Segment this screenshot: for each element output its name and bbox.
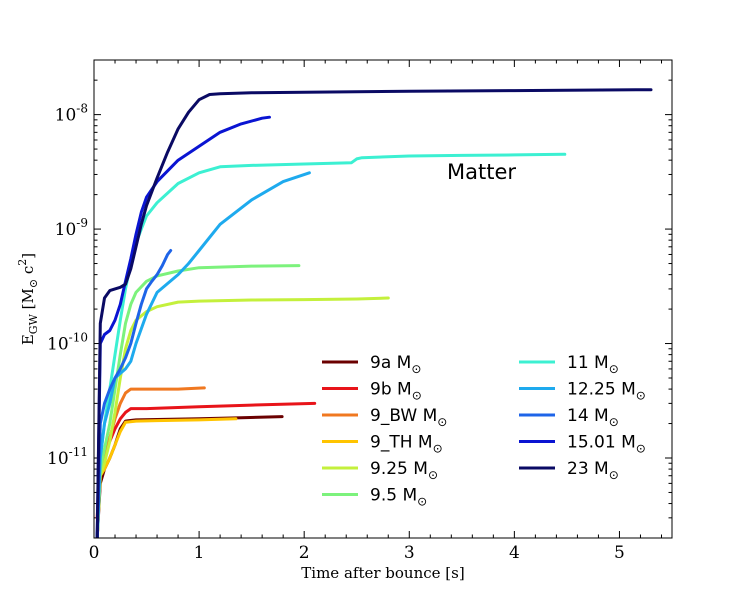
- y-axis-label-text: EGW [M⊙ c2]: [16, 253, 40, 345]
- ticks-layer: [93, 60, 672, 538]
- legend-entry-9-5: 9.5 M⊙: [322, 486, 427, 509]
- series-layer: [95, 88, 653, 538]
- legend-label: 9.25 M⊙: [370, 459, 438, 482]
- plot-frame: [93, 59, 673, 539]
- series-line-23: [95, 88, 653, 538]
- x-tick-label: 2: [299, 543, 310, 563]
- series-line-9-5: [95, 264, 301, 538]
- series-line-15-01: [95, 115, 271, 538]
- legend-entry-9-25: 9.25 M⊙: [322, 459, 438, 482]
- y-tick-label: 10-8: [55, 102, 88, 126]
- legend-entry-9b: 9b M⊙: [322, 380, 422, 403]
- x-tick-label: 4: [509, 543, 520, 563]
- x-tick-label: 1: [194, 543, 205, 563]
- series-line-9a: [95, 415, 284, 538]
- y-axis-label: EGW [M⊙ c2]: [16, 253, 40, 345]
- x-tick-label: 0: [89, 543, 100, 563]
- legend-label: 15.01 M⊙: [567, 433, 646, 456]
- matter-annotation: Matter: [447, 160, 516, 184]
- series-line-14: [95, 249, 173, 538]
- y-tick-label: 10-10: [47, 331, 88, 355]
- series-line-9-TH: [95, 417, 238, 538]
- series-line-12-25: [95, 171, 311, 538]
- x-tick-label: 3: [404, 543, 415, 563]
- legend-entry-12-25: 12.25 M⊙: [519, 380, 646, 403]
- legend-label: 23 M⊙: [567, 459, 619, 482]
- legend-label: 9.5 M⊙: [370, 486, 427, 509]
- legend: 9a M⊙ 9b M⊙ 9_BW M⊙ 9_TH M⊙ 9.25 M⊙ 9.5 M⊙ 11 …: [322, 353, 646, 509]
- legend-entry-9-TH: 9_TH M⊙: [322, 433, 443, 456]
- legend-entry-23: 23 M⊙: [519, 459, 619, 482]
- legend-entry-9a: 9a M⊙: [322, 353, 421, 376]
- legend-entry-15-01: 15.01 M⊙: [519, 433, 646, 456]
- legend-label: 14 M⊙: [567, 406, 619, 429]
- legend-label: 9_BW M⊙: [370, 406, 447, 429]
- series-line-11: [95, 152, 567, 538]
- legend-entry-14: 14 M⊙: [519, 406, 619, 429]
- tick-labels: 0 1 2 3 4 5 10-11 10-10 10-9 10-8: [47, 102, 625, 563]
- legend-label: 9a M⊙: [370, 353, 421, 376]
- legend-label: 11 M⊙: [567, 353, 619, 376]
- legend-label: 9_TH M⊙: [370, 433, 443, 456]
- y-tick-label: 10-11: [47, 445, 88, 469]
- legend-label: 12.25 M⊙: [567, 380, 646, 403]
- legend-entry-11: 11 M⊙: [519, 353, 619, 376]
- legend-label: 9b M⊙: [370, 380, 422, 403]
- y-tick-label: 10-9: [55, 216, 88, 240]
- legend-entry-9-BW: 9_BW M⊙: [322, 406, 447, 429]
- x-axis-label: Time after bounce [s]: [301, 564, 464, 582]
- x-tick-label: 5: [614, 543, 625, 563]
